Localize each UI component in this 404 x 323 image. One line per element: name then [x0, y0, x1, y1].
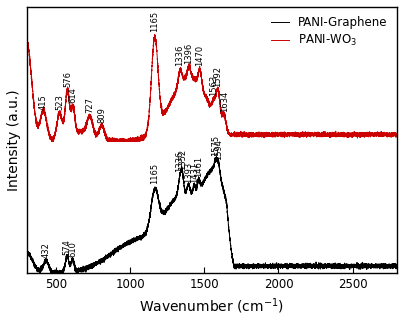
PANI-WO$_3$ — [24, 39, 29, 43]
Line: PANI-Graphene: PANI-Graphene — [27, 156, 397, 273]
PANI-Graphene — [48, 271, 53, 275]
PANI-Graphene — [214, 154, 219, 158]
Text: 1165: 1165 — [150, 11, 159, 32]
Y-axis label: Intensity (a.u.): Intensity (a.u.) — [7, 89, 21, 191]
PANI-Graphene — [97, 259, 101, 263]
PANI-WO$_3$ — [50, 139, 55, 143]
Text: 1431: 1431 — [189, 162, 199, 183]
PANI-WO$_3$ — [152, 33, 157, 37]
PANI-WO$_3$ — [395, 132, 400, 136]
PANI-WO$_3$ — [40, 110, 44, 114]
Line: PANI-WO$_3$: PANI-WO$_3$ — [27, 35, 397, 141]
Text: 610: 610 — [68, 241, 77, 257]
Text: 614: 614 — [69, 87, 78, 103]
Text: 415: 415 — [39, 94, 48, 109]
Text: 1575: 1575 — [211, 134, 220, 156]
PANI-Graphene — [205, 171, 210, 175]
Text: 1396: 1396 — [185, 43, 194, 64]
Text: 1165: 1165 — [150, 163, 159, 184]
PANI-WO$_3$ — [46, 131, 51, 135]
Text: 1592: 1592 — [213, 66, 223, 87]
Text: 1470: 1470 — [196, 45, 204, 66]
Text: 1563: 1563 — [209, 75, 218, 96]
Text: 576: 576 — [63, 71, 72, 87]
Text: 523: 523 — [55, 94, 64, 109]
PANI-Graphene — [24, 250, 29, 254]
PANI-Graphene — [46, 264, 51, 267]
Legend: PANI-Graphene, PANI-WO$_3$: PANI-Graphene, PANI-WO$_3$ — [267, 13, 391, 52]
Text: 1336: 1336 — [176, 45, 185, 67]
Text: 1352: 1352 — [178, 149, 187, 170]
PANI-WO$_3$ — [26, 43, 31, 47]
PANI-Graphene — [395, 264, 400, 268]
PANI-WO$_3$ — [205, 97, 210, 100]
Text: 574: 574 — [63, 239, 72, 255]
Text: 1594: 1594 — [214, 139, 223, 160]
PANI-Graphene — [375, 265, 380, 269]
PANI-Graphene — [26, 251, 31, 255]
Text: 1461: 1461 — [194, 155, 203, 177]
Text: 1393: 1393 — [184, 161, 193, 182]
Text: 809: 809 — [97, 107, 106, 123]
Text: 1634: 1634 — [220, 91, 229, 112]
Text: 727: 727 — [85, 97, 94, 113]
Text: 1336: 1336 — [176, 151, 185, 172]
PANI-WO$_3$ — [97, 127, 101, 131]
PANI-WO$_3$ — [375, 133, 380, 137]
PANI-Graphene — [40, 268, 44, 272]
X-axis label: Wavenumber (cm$^{-1}$): Wavenumber (cm$^{-1}$) — [139, 297, 284, 316]
Text: 432: 432 — [42, 242, 50, 258]
